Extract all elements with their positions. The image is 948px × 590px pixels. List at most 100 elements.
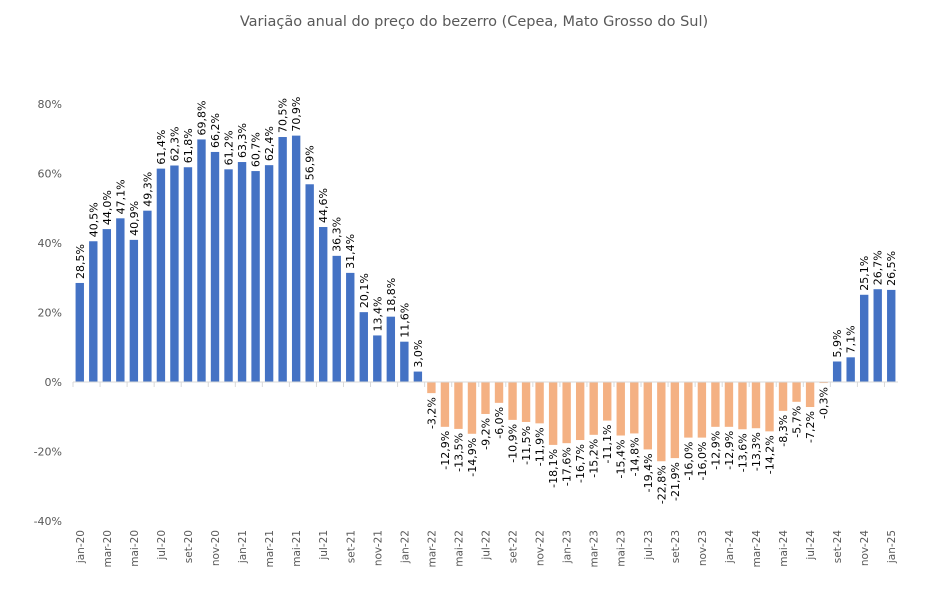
data-label: 11,6%: [398, 303, 411, 338]
data-label: 49,3%: [141, 172, 154, 207]
data-label: -11,5%: [520, 426, 533, 465]
y-tick-label: 60%: [38, 168, 62, 181]
x-tick-label: nov-23: [697, 530, 709, 566]
bar-dez-24: [873, 289, 882, 382]
bar-nov-23: [697, 382, 707, 438]
y-tick-label: -40%: [34, 515, 62, 528]
data-label: -13,3%: [750, 432, 763, 471]
bar-dez-22: [548, 382, 558, 445]
x-tick-label: mai-20: [129, 530, 141, 567]
bar-set-21: [346, 272, 355, 382]
bar-jul-21: [319, 227, 328, 382]
bar-set-24: [832, 361, 842, 382]
bar-ago-23: [657, 382, 666, 462]
data-label: -22,8%: [655, 465, 668, 504]
bar-fev-20: [89, 241, 98, 382]
data-label: 61,2%: [223, 130, 236, 165]
data-label: 61,4%: [155, 130, 168, 165]
data-labels: 28,5%40,5% 44,0% 47,1%40,9%49,3%61,4% 62,3%…: [74, 97, 898, 504]
chart-title: Variação anual do preço do bezerro (Cepe…: [240, 14, 708, 30]
bar-abr-23: [603, 382, 612, 421]
data-label: -17,6%: [561, 447, 574, 486]
y-tick-label: 40%: [38, 237, 62, 250]
data-label: -16,0%: [696, 442, 709, 481]
bar-out-21: [359, 312, 368, 382]
data-label: -15,2%: [588, 439, 601, 478]
x-tick-label: jan-23: [562, 530, 574, 564]
bar-set-23: [670, 382, 680, 459]
bar-mai-21: [291, 135, 301, 382]
x-tick-label: jan-22: [399, 530, 411, 564]
bar-jul-23: [643, 382, 652, 450]
data-label: 70,5%: [277, 98, 290, 133]
data-label: 62,4%: [263, 126, 276, 161]
bar-out-20: [197, 139, 206, 382]
bar-jul-22: [481, 382, 490, 414]
bar-jan-21: [237, 162, 247, 382]
bar-mar-23: [589, 382, 598, 435]
data-label: 18,8%: [385, 278, 398, 313]
bar-jun-23: [630, 382, 639, 434]
data-label: -18,1%: [547, 449, 560, 488]
bar-jan-24: [724, 382, 734, 427]
x-tick-label: jul-21: [318, 530, 330, 561]
bar-fev-21: [251, 171, 260, 382]
bar-ago-21: [332, 255, 341, 382]
x-tick-label: jan-21: [237, 530, 249, 564]
bar-nov-20: [210, 151, 220, 382]
bar-mar-24: [751, 382, 761, 429]
data-label: -8,3%: [777, 415, 790, 447]
bar-nov-22: [535, 382, 544, 424]
data-label: -16,7%: [574, 444, 587, 483]
bar-ago-20: [170, 165, 179, 382]
data-label: -15,4%: [615, 440, 628, 479]
data-label: 61,8%: [182, 128, 195, 163]
x-tick-label: mai-23: [616, 530, 628, 567]
data-label: -6,0%: [493, 407, 506, 439]
x-tick-label: jul-23: [643, 530, 655, 561]
data-label: -12,9%: [439, 431, 452, 470]
data-label: -13,5%: [452, 433, 465, 472]
bar-mar-21: [264, 165, 274, 382]
bar-fev-23: [575, 382, 585, 441]
data-label: 7,1%: [845, 325, 858, 353]
data-label: -12,9%: [723, 431, 736, 470]
y-tick-label: 0%: [45, 376, 62, 389]
bar-out-24: [846, 357, 855, 382]
data-label: -11,9%: [534, 427, 547, 466]
bar-abr-24: [765, 382, 774, 432]
bar-nov-24: [859, 294, 869, 382]
data-label: 47,1%: [114, 179, 127, 214]
x-tick-label: set-21: [345, 530, 357, 563]
x-tick-label: set-20: [183, 530, 195, 563]
bar-mar-22: [427, 382, 436, 394]
data-label: 56,9%: [304, 145, 317, 180]
y-axis: 80% 60% 40% 20% 0% -20% -40%: [34, 98, 62, 528]
bar-set-20: [183, 167, 193, 382]
x-tick-labels: jan-20 mar-20 mai-20 jul-20 set-20 nov-20 jan-…: [75, 530, 898, 568]
data-label: 36,3%: [331, 217, 344, 252]
bar-jan-22: [400, 341, 409, 382]
y-tick-label: -20%: [34, 446, 62, 459]
bar-ago-22: [494, 382, 504, 403]
x-axis: [72, 381, 898, 387]
bar-abr-20: [116, 218, 125, 382]
bar-mai-22: [454, 382, 463, 429]
x-tick-label: set-22: [508, 530, 520, 563]
bar-dez-23: [711, 382, 720, 427]
bar-jul-20: [156, 168, 166, 382]
data-label: -12,9%: [709, 431, 722, 470]
x-tick-label: jan-20: [75, 530, 87, 564]
x-tick-label: jul-20: [156, 530, 168, 561]
bar-mai-24: [778, 382, 788, 411]
bar-abr-22: [440, 382, 450, 427]
data-label: 70,9%: [290, 97, 303, 132]
data-label: 63,3%: [236, 123, 249, 158]
x-tick-label: mar-22: [426, 530, 438, 567]
data-label: -19,4%: [642, 453, 655, 492]
data-label: 26,5%: [885, 251, 898, 286]
data-label: -5,7%: [791, 406, 804, 438]
data-label: 40,5%: [87, 202, 100, 237]
x-tick-label: mai-21: [291, 530, 303, 567]
bar-mai-20: [129, 239, 139, 382]
